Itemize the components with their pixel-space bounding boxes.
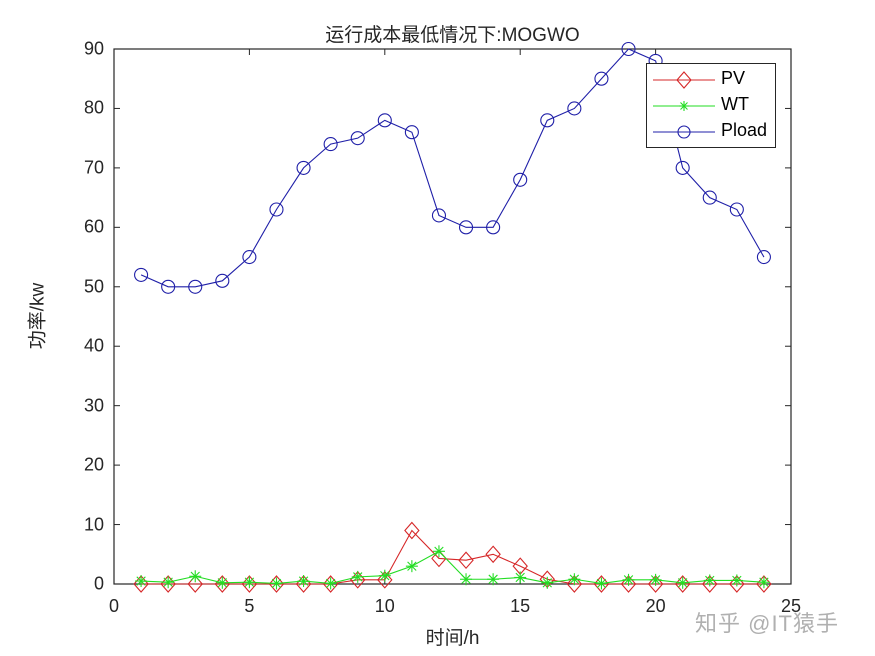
y-tick-label: 90 (83, 38, 104, 59)
pv-line-diamond-icon (653, 71, 715, 89)
x-tick-label: 10 (374, 596, 395, 616)
x-tick-label: 15 (510, 596, 531, 616)
legend-label-pv: PV (721, 68, 746, 88)
x-tick-label: 25 (780, 596, 802, 616)
x-tick-label: 20 (645, 596, 666, 616)
legend-item-wt: WT (647, 92, 775, 118)
wt-line-asterisk-icon (653, 101, 715, 111)
series-pv (133, 521, 772, 593)
y-tick-label: 10 (83, 514, 104, 535)
y-tick-label: 60 (83, 216, 104, 237)
legend-item-pload: Pload (647, 118, 775, 144)
y-tick-label: 50 (83, 276, 104, 297)
x-tick-label: 5 (244, 596, 255, 616)
y-tick-label: 70 (83, 157, 104, 178)
series-wt (135, 545, 770, 590)
y-tick-label: 20 (83, 454, 104, 475)
y-tick-label: 0 (93, 573, 104, 594)
y-tick-label: 30 (83, 395, 104, 416)
legend-label-pload: Pload (721, 120, 768, 140)
x-axis-label: 时间/h (425, 628, 480, 649)
chart-title: 运行成本最低情况下:MOGWO (325, 25, 580, 46)
legend-item-pv: PV (647, 66, 775, 92)
watermark: 知乎 @IT猿手 (695, 611, 839, 636)
y-tick-label: 80 (83, 97, 104, 118)
legend-label-wt: WT (721, 94, 749, 114)
x-tick-label: 0 (108, 596, 120, 616)
pload-line-circle-icon (653, 125, 715, 139)
legend: PV WT Pload (646, 63, 776, 148)
y-tick-label: 40 (83, 335, 104, 356)
